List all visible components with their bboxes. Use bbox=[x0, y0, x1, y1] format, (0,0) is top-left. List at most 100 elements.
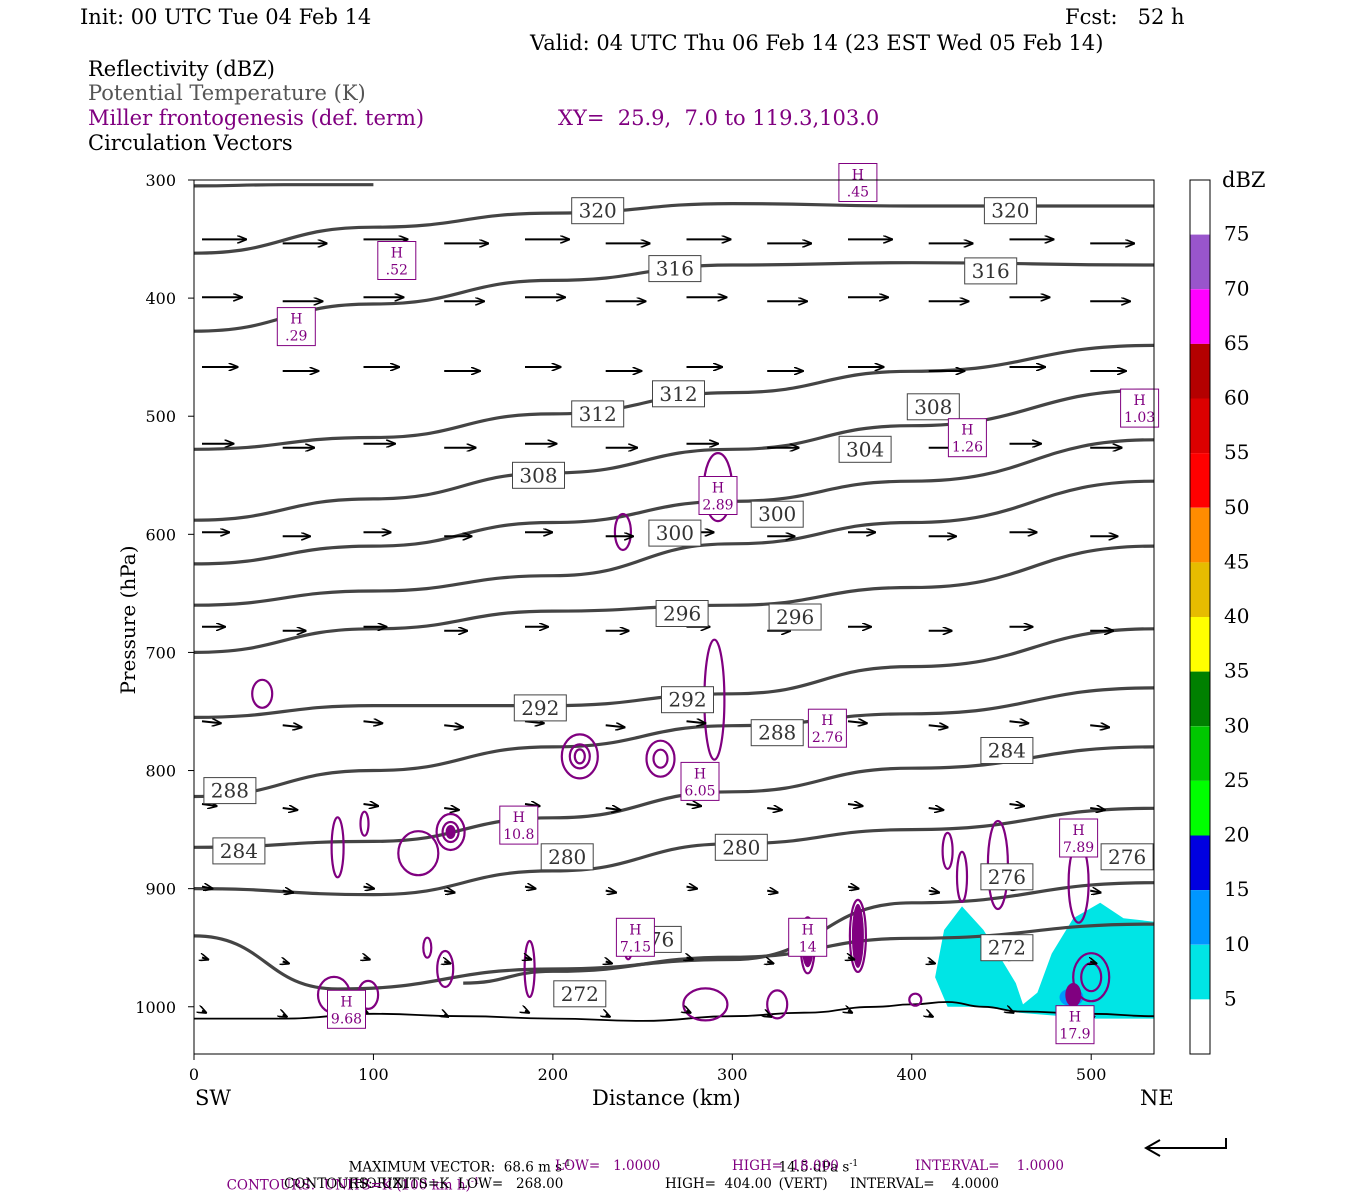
reference-vector bbox=[1146, 1138, 1227, 1149]
fronto-max-box bbox=[377, 241, 417, 280]
sw-label: SW bbox=[195, 1086, 231, 1110]
x-axis-label: Distance (km) bbox=[592, 1086, 741, 1110]
theta-label: 284 bbox=[988, 739, 1026, 763]
fronto-max-box bbox=[788, 917, 828, 957]
circulation-vector bbox=[767, 962, 773, 964]
circulation-vector bbox=[606, 962, 612, 964]
theta-label-group: 276 bbox=[980, 863, 1034, 891]
circulation-vector bbox=[1090, 808, 1105, 810]
colorbar-level-label: 25 bbox=[1224, 768, 1249, 792]
circulation-vector bbox=[363, 887, 374, 889]
y-tick-label: 700 bbox=[145, 643, 176, 662]
theta-high: HIGH= 404.00 bbox=[665, 1176, 772, 1192]
theta-label-box bbox=[655, 600, 709, 627]
circulation-vector bbox=[1009, 804, 1025, 806]
frontogenesis-contour bbox=[766, 989, 789, 1020]
frontogenesis-contour bbox=[613, 512, 633, 552]
frontogenesis-contour bbox=[941, 831, 954, 871]
theta-label-box bbox=[648, 255, 702, 283]
frontogenesis-core bbox=[445, 825, 456, 839]
theta-label-box bbox=[513, 694, 567, 722]
theta-label-group: 288 bbox=[203, 777, 257, 805]
fronto-max-h: H bbox=[513, 810, 525, 826]
frontogenesis-contour bbox=[441, 820, 460, 844]
colorbar-cell bbox=[1190, 726, 1210, 781]
theta-label: 292 bbox=[521, 696, 559, 720]
theta-label-group: 276 bbox=[1100, 843, 1154, 871]
circulation-vector bbox=[444, 1015, 448, 1017]
theta-label-box bbox=[512, 461, 565, 489]
circulation-vector bbox=[929, 962, 935, 964]
colorbar-level-label: 70 bbox=[1224, 276, 1249, 300]
theta-contour-272 bbox=[463, 922, 1154, 985]
theta-label: 308 bbox=[519, 463, 557, 487]
y-tick-label: 400 bbox=[145, 289, 176, 308]
fronto-max-h: H bbox=[290, 312, 302, 328]
theta-label: 300 bbox=[758, 502, 796, 526]
fronto-max-value: .29 bbox=[285, 329, 307, 345]
theta-label: 280 bbox=[722, 835, 760, 859]
circulation-vector bbox=[444, 962, 450, 964]
theta-label: 320 bbox=[579, 199, 617, 223]
footer-sup: -1 bbox=[470, 1177, 480, 1187]
max-vector-vert: 14.5 dPa s bbox=[778, 1159, 850, 1176]
fronto-max-h: H bbox=[852, 168, 864, 184]
circulation-vector bbox=[364, 958, 370, 960]
circulation-vector bbox=[201, 721, 221, 723]
fronto-max-h: H bbox=[340, 994, 352, 1010]
footer-line-2: CONTOURS: UNITS=K (100 km h)-1 bbox=[218, 1158, 480, 1194]
theta-label-box bbox=[906, 393, 960, 421]
fronto-max-value: 6.05 bbox=[684, 783, 715, 799]
theta-label: 312 bbox=[579, 402, 617, 426]
colorbar-title: dBZ bbox=[1222, 168, 1266, 192]
theta-contour-320 bbox=[194, 183, 374, 188]
colorbar-frame bbox=[1189, 179, 1211, 1055]
theta-label: 296 bbox=[776, 605, 814, 629]
theta-label-group: 300 bbox=[648, 519, 702, 547]
reflectivity-area-5dbz bbox=[935, 902, 1154, 1019]
y-tick-label: 600 bbox=[145, 525, 176, 544]
theta-label-box bbox=[1100, 843, 1154, 871]
theta-label-group: 300 bbox=[750, 500, 804, 528]
colorbar-cell bbox=[1190, 180, 1210, 235]
circulation-vector bbox=[686, 721, 706, 723]
theta-label-group: 280 bbox=[714, 833, 768, 861]
legend-reflectivity: Reflectivity (dBZ) bbox=[88, 57, 276, 81]
fronto-max-group: H10.8 bbox=[499, 805, 539, 845]
circulation-vector bbox=[848, 958, 854, 960]
frontogenesis-contour bbox=[330, 816, 345, 879]
fronto-max-box bbox=[680, 761, 720, 801]
colorbar-cell bbox=[1190, 999, 1210, 1054]
fronto-max-group: H2.89 bbox=[698, 476, 738, 515]
frontogenesis-contour bbox=[682, 987, 729, 1022]
theta-label: 276 bbox=[988, 865, 1026, 889]
colorbar-level-label: 5 bbox=[1224, 986, 1237, 1010]
frontogenesis-contour bbox=[573, 748, 586, 765]
footer-sup: -1 bbox=[562, 1159, 571, 1169]
theta-label: 288 bbox=[758, 721, 796, 745]
theta-label-box bbox=[540, 843, 594, 871]
circulation-vector bbox=[1090, 725, 1109, 727]
circulation-vector bbox=[283, 962, 289, 964]
circulation-vector bbox=[605, 808, 621, 810]
frontogenesis-contour bbox=[652, 748, 669, 769]
frontogenesis-contour bbox=[1072, 952, 1111, 1003]
circulation-vector bbox=[687, 1011, 691, 1013]
circulation-vector bbox=[767, 1015, 771, 1017]
theta-label: 284 bbox=[220, 839, 258, 863]
theta-contour-308 bbox=[194, 388, 1154, 522]
max-vector-horiz: MAXIMUM VECTOR: 68.6 m s bbox=[348, 1159, 563, 1176]
fronto-max-group: H.45 bbox=[838, 163, 878, 202]
theta-contour-info: CONTOURS: UNITS=K LOW= 268.00 bbox=[284, 1176, 564, 1192]
theta-label-box bbox=[571, 400, 625, 428]
frontogenesis-contour bbox=[435, 812, 466, 852]
frontogenesis-core bbox=[851, 903, 864, 968]
theta-label: 272 bbox=[988, 936, 1026, 960]
fronto-max-group: H14 bbox=[788, 917, 828, 957]
circulation-vector bbox=[929, 1015, 933, 1017]
theta-label-group: 316 bbox=[648, 255, 702, 283]
theta-label-group: 284 bbox=[980, 737, 1034, 764]
colorbar-cell bbox=[1190, 944, 1210, 1000]
theta-label-box bbox=[750, 719, 804, 747]
circulation-vector bbox=[283, 1015, 287, 1017]
